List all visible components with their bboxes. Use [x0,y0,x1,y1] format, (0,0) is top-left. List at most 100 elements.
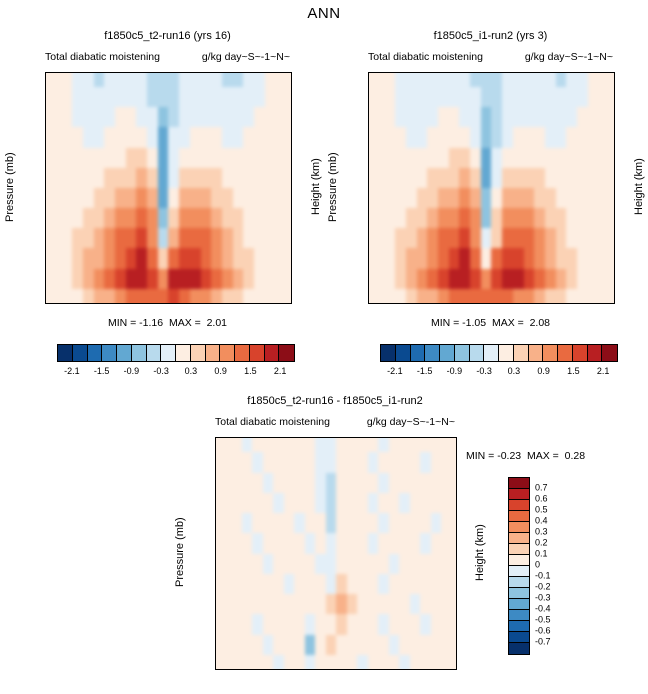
heatmap-cell [534,73,546,88]
heatmap-cell [231,553,242,574]
heatmap-cell [451,492,456,513]
heatmap-cell [50,107,62,128]
heatmap-cell [50,208,62,229]
heatmap-cell [416,187,428,209]
colorbar-label: -0.3 [153,366,169,376]
heatmap-cell [430,533,441,554]
heatmap-cell [420,553,431,574]
heatmap-cell [254,87,265,108]
heatmap-cell [346,492,357,513]
y-axis-minor-tick [215,484,216,485]
heatmap-cell [427,208,438,229]
heatmap-cell [222,248,233,269]
heatmap-cell [512,187,524,209]
colorbar-segment [499,345,514,361]
heatmap-cell [262,573,273,594]
heatmap-cell [480,127,492,148]
heatmap-cell [459,107,471,128]
heatmap-cell [104,107,115,128]
heatmap-cell [523,187,535,209]
heatmap-cell [346,452,357,473]
heatmap-cell [405,248,417,269]
heatmap-cell [430,654,441,669]
heatmap-cell [357,634,368,655]
heatmap-cell [211,228,223,249]
colorbar-segment [484,345,499,361]
heatmap-cell [264,107,276,128]
heatmap-cell [157,107,169,128]
heatmap-cell [395,87,406,108]
heatmap-cell [534,167,546,188]
heatmap-cell [587,228,599,249]
heatmap-cell [211,208,223,229]
colorbar-segment [425,345,440,361]
heatmap-cell [609,208,614,229]
y-axis-minor-tick [215,622,216,623]
heatmap-cell [325,553,336,574]
subtitle-units: g/kg day~S~-1~N~ [201,51,290,63]
heatmap-cell [315,513,326,534]
heatmap-cell [416,208,428,229]
heatmap-cell [200,228,212,249]
heatmap-cell [211,127,223,148]
heatmap-cell [147,147,158,168]
heatmap-cell [304,553,315,574]
colorbar-label: 1.5 [244,366,257,376]
heatmap-cell [211,288,223,303]
heatmap-cell [441,614,452,635]
colorbar-segment [279,345,294,361]
heatmap-cell [555,208,567,229]
heatmap-cell [357,452,368,473]
heatmap-cell [420,634,431,655]
heatmap-cell [545,87,556,108]
heatmap-cell [168,187,180,209]
heatmap-cell [125,147,137,168]
heatmap-cell [220,452,231,473]
heatmap-cell [114,288,126,303]
heatmap-cell [491,228,503,249]
heatmap-cell [286,147,291,168]
heatmap-cell [136,147,148,168]
heatmap-cell [373,73,385,88]
heatmap-cell [441,573,452,594]
heatmap-cell [200,248,212,269]
heatmap-cell [220,634,231,655]
heatmap-cell [430,614,441,635]
heatmap-cell [136,268,148,289]
heatmap-cell [136,107,148,128]
heatmap-cell [136,248,148,269]
heatmap-cell [480,87,492,108]
heatmap-cell [304,594,315,615]
heatmap-cell [448,228,460,249]
heatmap-cell [273,654,284,669]
y2-axis-label: Height (km) [310,158,322,216]
colorbar-segment [509,621,529,632]
heatmap-cell [491,248,503,269]
heatmap-cell [264,228,276,249]
heatmap-cell [262,492,273,513]
heatmap-cell [416,127,428,148]
colorbar-segment [161,345,176,361]
y-axis-tick [45,234,46,235]
heatmap-cell [189,248,201,269]
heatmap-cell [283,614,294,635]
heatmap-cell [114,147,126,168]
heatmap-cell [294,594,305,615]
heatmap-cell [216,573,221,594]
heatmap-cell [512,87,524,108]
heatmap-cell [211,147,223,168]
heatmap-cell [395,288,406,303]
heatmap-cell [609,187,614,209]
heatmap-cell [211,187,223,209]
heatmap-cell [262,438,273,453]
heatmap-cell [384,73,396,88]
minmax-stats: MIN = -1.16 MAX = 2.01 [107,317,228,329]
colorbar-segment [509,544,529,555]
heatmap-cell [125,107,137,128]
heatmap-cell [598,268,610,289]
heatmap-cell [577,187,588,209]
heatmap-cell [388,492,399,513]
heatmap-cell [50,147,62,168]
figure-title: ANN [307,5,341,22]
heatmap-cell [609,107,614,128]
